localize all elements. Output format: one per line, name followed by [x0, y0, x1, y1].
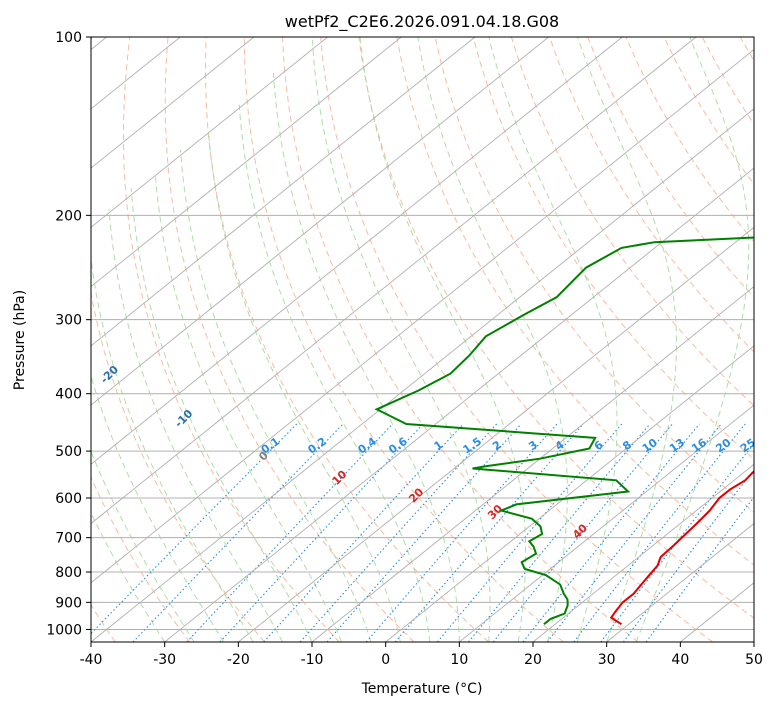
- isotherm-line: [311, 285, 754, 642]
- mixing-ratio-line: [91, 423, 298, 635]
- isotherm-line: [91, 37, 697, 525]
- isotherm-line: [91, 37, 623, 465]
- mixing-ratio-line: [522, 423, 700, 642]
- isotherm-line: [238, 226, 754, 642]
- mixing-ratio-line: [186, 423, 393, 642]
- moist-adiabat-line: [180, 149, 372, 642]
- mixing-ratio-line: [468, 423, 651, 642]
- moist-adiabat-line: [488, 37, 618, 642]
- mixing-ratio-line: [492, 423, 673, 642]
- isotherm-line: [91, 37, 476, 347]
- y-axis-label: Pressure (hPa): [12, 290, 28, 390]
- plot-frame: [90, 36, 755, 643]
- isotherm-line: [91, 48, 754, 584]
- x-axis-label: Temperature (°C): [361, 681, 483, 697]
- x-tick-label: -10: [301, 652, 324, 668]
- moist-adiabat-line: [91, 255, 254, 642]
- dry-adiabat-line: [122, 37, 340, 642]
- moist-adiabat-line: [154, 173, 342, 642]
- moist-adiabat-line: [359, 37, 527, 642]
- x-tick-label: 30: [598, 652, 616, 668]
- x-tick-label: -30: [153, 652, 176, 668]
- moist-adiabat-line: [130, 188, 313, 642]
- mixing-ratio-line: [263, 423, 464, 642]
- isotherm-line: [164, 167, 754, 642]
- mixing-ratio-line: [600, 442, 754, 642]
- isotherm-line: [532, 463, 754, 642]
- y-axis-ticks: 100 200 300 400 500 600 700 800 900 1000: [46, 30, 91, 638]
- moist-adiabat-line: [238, 104, 431, 642]
- moist-adiabat-line: [208, 132, 401, 642]
- chart-title: wetPf2_C2E6.2026.091.04.18.G08: [285, 12, 559, 32]
- pressure-gridlines: [91, 37, 754, 630]
- dry-adiabat-line: [204, 37, 489, 642]
- mixing-ratio-label: 25: [738, 436, 758, 455]
- dry-adiabat-line: [282, 37, 639, 642]
- x-tick-label: 50: [745, 652, 763, 668]
- mixing-ratio-line: [436, 423, 623, 642]
- y-tick-label: 800: [55, 565, 82, 581]
- x-tick-label: -40: [80, 652, 103, 668]
- y-tick-label: 500: [55, 444, 82, 460]
- y-tick-label: 100: [55, 30, 82, 46]
- x-axis-ticks: -40 -30 -20 -10 0 10 20 30 40 50: [80, 642, 763, 668]
- moist-adiabat-line: [417, 37, 568, 642]
- dry-adiabats: [91, 37, 754, 642]
- x-tick-label: 10: [450, 652, 468, 668]
- isotherm-line: [606, 522, 754, 642]
- dry-adiabat-line: [358, 37, 754, 619]
- dry-adiabat-line: [91, 37, 265, 642]
- moist-adiabat-line: [91, 511, 166, 642]
- moist-adiabat-line: [577, 37, 677, 642]
- isotherm-line: [91, 37, 255, 169]
- moist-adiabat-line: [108, 208, 283, 642]
- isotherm-line: [91, 108, 754, 642]
- dry-adiabat-line: [91, 475, 191, 642]
- isotherm-line: [91, 37, 328, 228]
- mixing-ratio-line: [546, 423, 722, 642]
- y-tick-label: 1000: [46, 622, 82, 638]
- temperature-profile-line: [609, 469, 754, 626]
- isotherms: [91, 37, 754, 642]
- dewpoint-profile-line: [374, 236, 754, 625]
- y-tick-label: 900: [55, 595, 82, 611]
- isotherm-line: [91, 37, 549, 406]
- x-tick-label: 40: [671, 652, 689, 668]
- mixing-ratio-line: [365, 423, 558, 642]
- mixing-ratio-lines: [91, 423, 754, 642]
- dry-adiabat-line: [320, 37, 714, 642]
- y-tick-label: 300: [55, 313, 82, 329]
- y-tick-label: 700: [55, 531, 82, 547]
- moist-adiabat-line: [311, 37, 491, 642]
- x-tick-label: 0: [381, 652, 390, 668]
- plot-area: 0.10.20.40.611.52346810131620253036-100-…: [91, 37, 758, 642]
- moist-adiabat-line: [272, 72, 460, 642]
- moist-adiabat-line: [91, 449, 195, 642]
- y-tick-label: 200: [55, 208, 82, 224]
- mixing-ratio-line: [299, 423, 498, 642]
- dry-adiabat-line: [396, 37, 754, 566]
- isotherm-line: [459, 404, 754, 642]
- x-tick-label: 20: [524, 652, 542, 668]
- dry-adiabat-line: [243, 37, 564, 642]
- moist-adiabats: [91, 37, 750, 642]
- isotherm-line: [385, 345, 754, 642]
- moist-adiabat-line: [91, 374, 225, 642]
- x-tick-label: -20: [227, 652, 250, 668]
- isotherm-line: [91, 37, 402, 288]
- y-tick-label: 400: [55, 387, 82, 403]
- y-tick-label: 600: [55, 491, 82, 507]
